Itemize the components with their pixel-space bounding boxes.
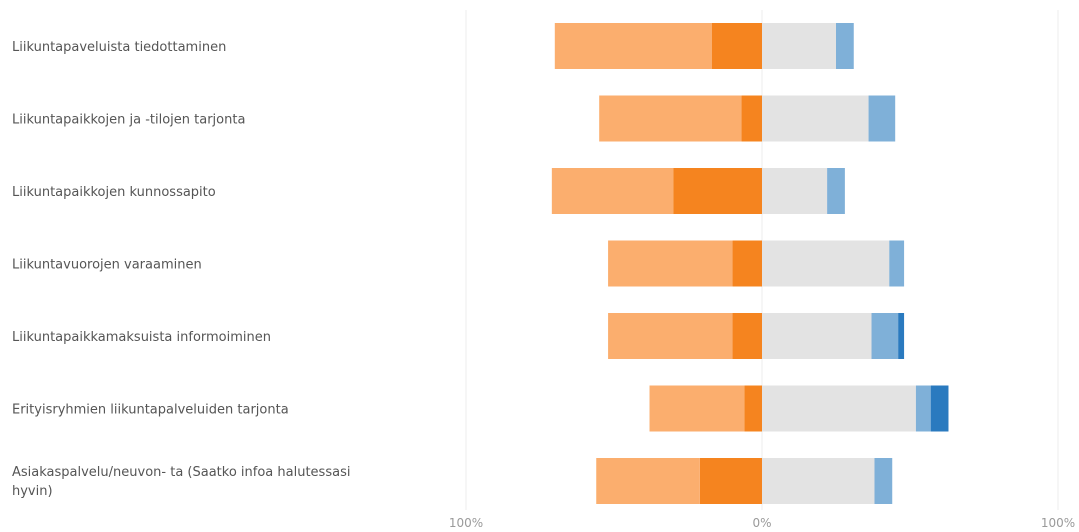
bar-segment — [868, 95, 896, 142]
x-axis-ticks: 100% 0% 100% — [449, 516, 1075, 530]
bar-segment — [762, 240, 890, 287]
category-label: Asiakaspalvelu/neuvon- ta (Saatko infoa … — [12, 465, 350, 499]
bar-segment — [551, 168, 674, 214]
category-labels: Liikuntapaveluista tiedottaminen Liikunta… — [12, 40, 350, 499]
bar-segment — [827, 168, 845, 214]
category-label: Erityisryhmien liikuntapalveluiden tarjo… — [12, 403, 289, 418]
bar-segment — [744, 385, 762, 432]
bar-segment — [699, 458, 762, 504]
bar-segment — [762, 168, 828, 214]
bar-segment — [898, 313, 905, 359]
bar-segment — [762, 23, 836, 69]
category-label: Liikuntapaikkojen kunnossapito — [12, 185, 216, 200]
bar-segment — [732, 240, 762, 287]
tick-label: 100% — [1041, 516, 1075, 530]
bar-segment — [871, 313, 899, 359]
bar-segment — [608, 313, 733, 359]
tick-label: 100% — [449, 516, 483, 530]
category-label: Liikuntavuorojen varaaminen — [12, 258, 202, 273]
bar-segments — [551, 23, 949, 504]
bar-segment — [874, 458, 893, 504]
category-label: Liikuntapaikkojen ja -tilojen tarjonta — [12, 113, 245, 128]
tick-label: 0% — [752, 516, 771, 530]
bar-segment — [762, 313, 872, 359]
bar-segment — [889, 240, 905, 287]
bar-segment — [732, 313, 762, 359]
bar-segment — [608, 240, 733, 287]
bar-segment — [915, 385, 931, 432]
bar-segment — [554, 23, 712, 69]
bar-segment — [711, 23, 762, 69]
bar-segment — [762, 385, 916, 432]
bar-segment — [649, 385, 745, 432]
bar-segment — [762, 458, 875, 504]
bar-segment — [762, 95, 869, 142]
bar-segment — [599, 95, 742, 142]
bar-segment — [596, 458, 700, 504]
category-label: Liikuntapaveluista tiedottaminen — [12, 40, 226, 55]
bar-segment — [930, 385, 949, 432]
bar-segment — [741, 95, 762, 142]
bar-segment — [673, 168, 762, 214]
bar-segment — [836, 23, 854, 69]
category-label: Liikuntapaikkamaksuista informoiminen — [12, 330, 271, 345]
